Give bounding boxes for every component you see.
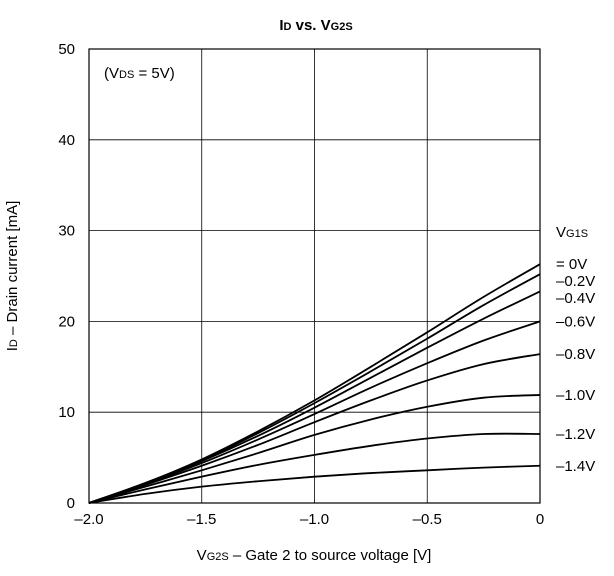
curve-label: –0.6V [556,313,595,330]
x-tick-label: 0 [536,511,544,528]
grid-lines [89,49,540,503]
y-axis-label: ID – Drain current [mA] [4,201,21,352]
condition-label: (VDS = 5V) [104,65,175,82]
y-tick-labels: 0 10 20 30 40 50 [58,41,75,512]
curve-label: –0.8V [556,346,595,363]
y-tick-label: 40 [58,132,75,149]
plot-frame [88,48,541,504]
series-line [88,464,541,504]
series-line [88,320,541,504]
legend-title: VG1S [556,224,588,241]
x-tick-label: –2.0 [74,511,103,528]
y-tick-label: 30 [58,223,75,240]
series-line [88,432,541,504]
chart-title: ID vs. VG2S [279,17,352,34]
y-tick-label: 10 [58,404,75,421]
curve-label: –0.2V [556,273,595,290]
series-line [88,394,541,504]
series-line [88,353,541,504]
x-tick-label: –1.0 [300,511,329,528]
x-tick-labels: –2.0 –1.5 –1.0 –0.5 0 [74,511,544,528]
y-tick-label: 0 [67,495,75,512]
series-lines [88,263,541,504]
x-tick-label: –1.5 [187,511,216,528]
y-tick-label: 20 [58,313,75,330]
curve-label: –1.0V [556,387,595,404]
x-tick-label: –0.5 [413,511,442,528]
y-tick-label: 50 [58,41,75,58]
x-axis-label: VG2S – Gate 2 to source voltage [V] [197,547,432,564]
curve-label: –1.4V [556,458,595,475]
curve-label: –0.4V [556,290,595,307]
curve-labels: = 0V–0.2V–0.4V –0.6V –0.8V –1.0V –1.2V –1.4V [556,256,595,475]
curve-label: = 0V [556,256,587,273]
curve-label: –1.2V [556,426,595,443]
